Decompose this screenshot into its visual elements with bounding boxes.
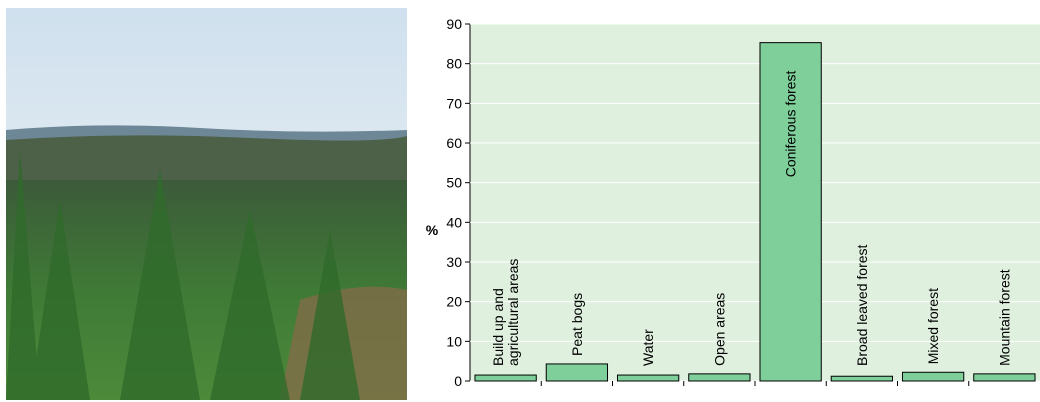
y-tick-label: 90 [446,16,462,32]
category-label-line: Water [640,329,656,366]
category-label-line: Mixed forest [925,288,941,364]
forest-photo [6,8,407,400]
category-label: Mixed forest [925,288,941,364]
category-label: Mountain forest [996,269,1012,366]
plot-area [470,24,1040,381]
y-tick-label: 30 [446,254,462,270]
category-label-line: agricultural areas [505,259,521,366]
category-label-line: Build up and [490,288,506,366]
bar [546,364,607,381]
bar [475,375,536,381]
category-label: Water [640,329,656,366]
y-tick-label: 60 [446,135,462,151]
category-label-line: Peat bogs [569,293,585,356]
category-label: Broad leaved forest [854,244,870,366]
y-tick-label: 80 [446,56,462,72]
y-tick-label: 10 [446,333,462,349]
bar [831,376,892,381]
bar [902,372,963,381]
category-label: Open areas [711,293,727,366]
category-label-line: Broad leaved forest [854,244,870,366]
y-tick-label: 0 [454,373,462,389]
bar [617,375,678,381]
category-label-line: Mountain forest [996,269,1012,366]
category-label-line: Coniferous forest [783,71,799,178]
y-tick-label: 50 [446,175,462,191]
category-label-line: Open areas [711,293,727,366]
page: % 0 10 20 30 40 50 60 70 80 90 Build up andagricul… [0,0,1040,402]
category-label: Peat bogs [569,293,585,356]
bar [974,374,1035,381]
y-tick-label: 40 [446,214,462,230]
y-tick-label: 70 [446,95,462,111]
bar [689,374,750,381]
y-axis-label: % [426,222,439,238]
category-label: Coniferous forest [783,71,799,178]
y-tick-label: 20 [446,294,462,310]
